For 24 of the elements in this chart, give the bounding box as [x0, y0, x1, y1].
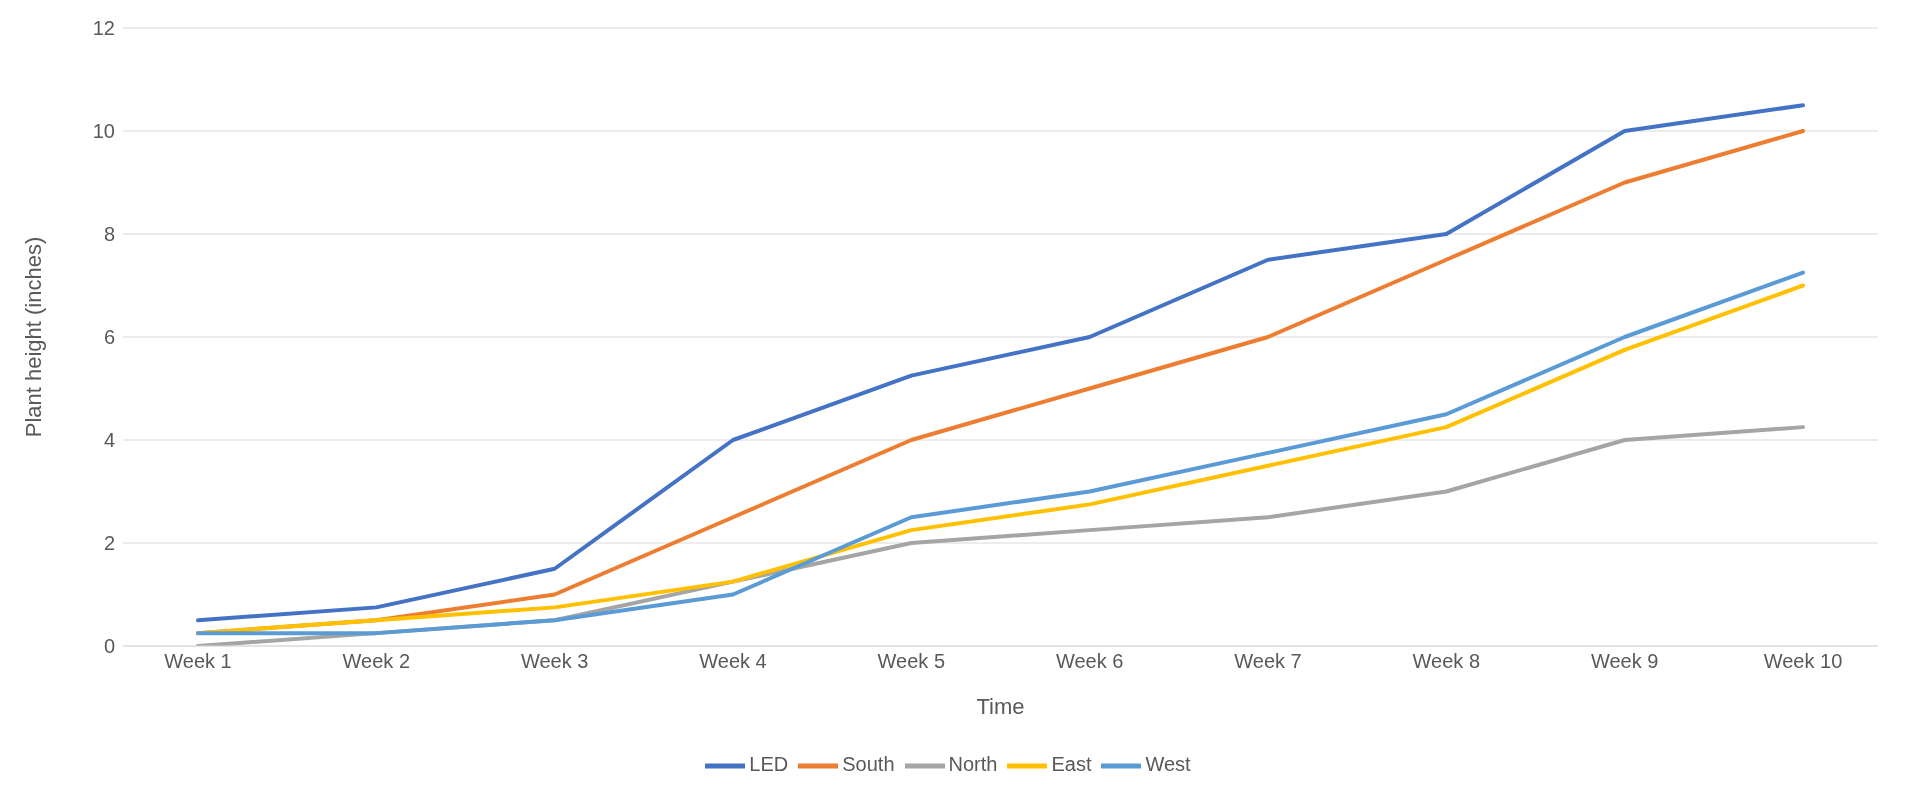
- x-axis-title: Time: [976, 694, 1025, 719]
- x-tick-label: Week 2: [342, 650, 411, 673]
- y-tick-label: 10: [92, 120, 115, 143]
- legend-label: South: [842, 753, 895, 776]
- legend-label: North: [948, 753, 998, 776]
- x-tick-label: Week 6: [1055, 650, 1124, 673]
- y-tick-label: 4: [103, 429, 115, 452]
- x-tick-label: Week 3: [520, 650, 589, 673]
- legend-label: LED: [749, 753, 789, 776]
- y-tick-label: 0: [103, 635, 115, 658]
- x-tick-label: Week 5: [877, 650, 946, 673]
- x-tick-label: Week 8: [1412, 650, 1481, 673]
- legend-label: West: [1145, 753, 1191, 776]
- y-axis-title: Plant height (inches): [20, 236, 46, 438]
- x-tick-label: Week 7: [1234, 650, 1302, 673]
- y-tick-label: 12: [92, 17, 115, 40]
- legend-label: East: [1051, 753, 1092, 776]
- x-tick-label: Week 1: [164, 650, 232, 673]
- y-tick-label: 8: [103, 223, 115, 246]
- y-tick-label: 2: [103, 532, 115, 555]
- y-tick-label: 6: [103, 326, 115, 349]
- x-tick-label: Week 9: [1590, 650, 1659, 673]
- x-tick-label: Week 4: [699, 650, 767, 673]
- x-tick-label: Week 10: [1763, 650, 1843, 673]
